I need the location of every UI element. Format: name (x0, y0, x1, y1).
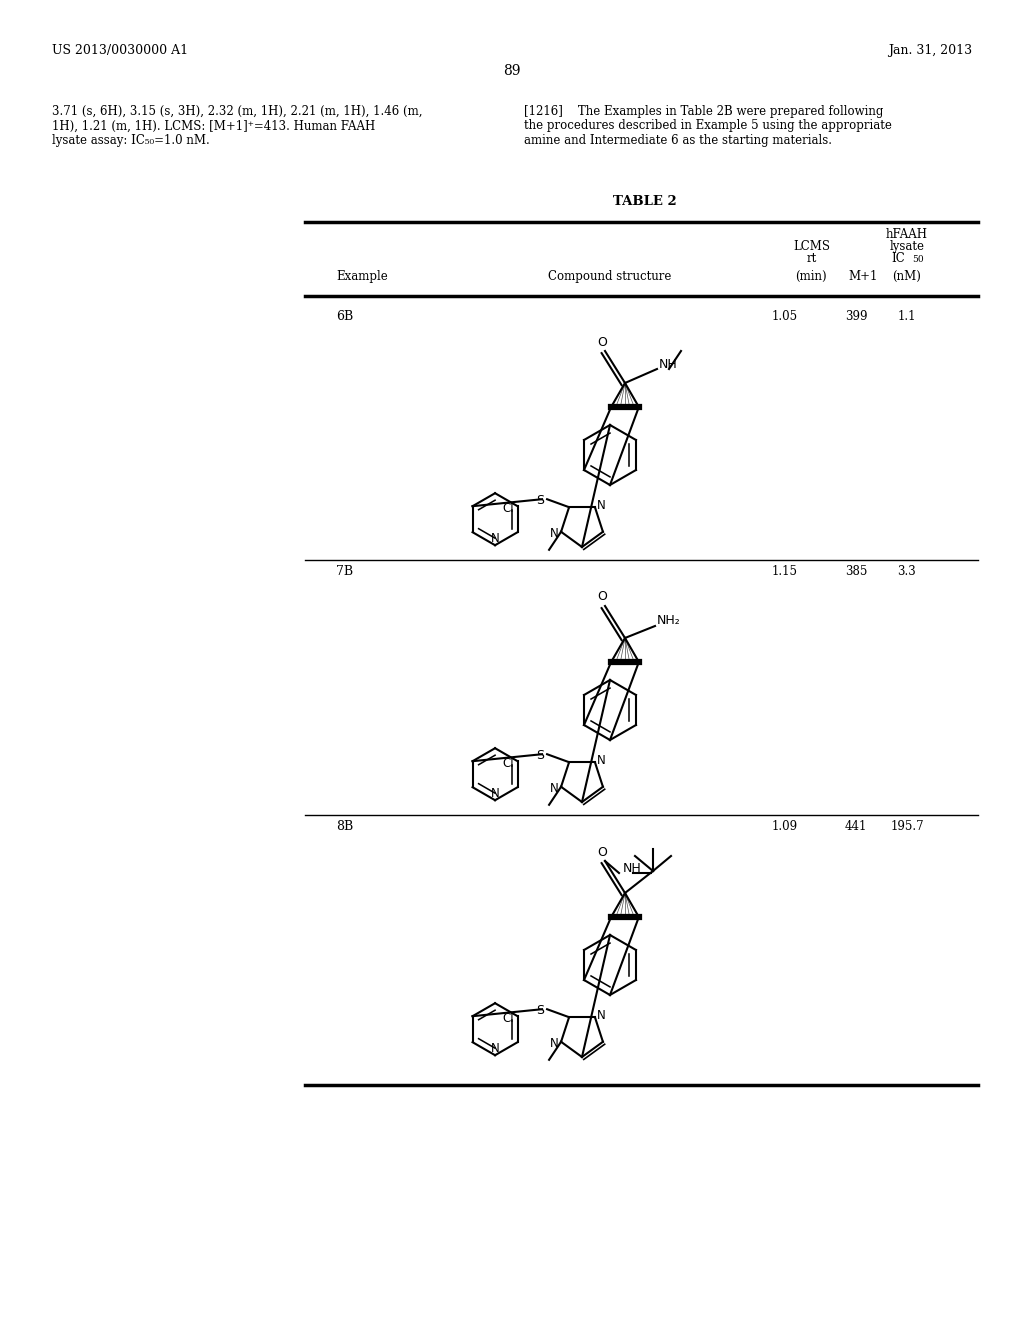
Text: O: O (597, 846, 607, 858)
Text: amine and Intermediate 6 as the starting materials.: amine and Intermediate 6 as the starting… (524, 135, 831, 147)
Text: hFAAH: hFAAH (886, 228, 928, 242)
Text: (nM): (nM) (893, 271, 922, 282)
Text: O: O (597, 335, 607, 348)
Text: N: N (550, 527, 559, 540)
Text: N: N (550, 783, 559, 795)
Text: 50: 50 (912, 255, 924, 264)
Text: NH: NH (623, 862, 642, 875)
Text: S: S (537, 748, 544, 762)
Text: S: S (537, 1003, 544, 1016)
Text: 8B: 8B (336, 820, 353, 833)
Text: 399: 399 (845, 310, 867, 323)
Text: Compound structure: Compound structure (548, 271, 672, 282)
Text: 1.09: 1.09 (772, 820, 798, 833)
Text: LCMS: LCMS (794, 240, 830, 253)
Text: NH: NH (659, 358, 678, 371)
Text: Example: Example (336, 271, 388, 282)
Text: N: N (597, 1008, 605, 1022)
Text: US 2013/0030000 A1: US 2013/0030000 A1 (52, 44, 188, 57)
Text: rt: rt (807, 252, 817, 265)
Text: N: N (597, 754, 605, 767)
Text: 385: 385 (845, 565, 867, 578)
Text: 1.15: 1.15 (772, 565, 798, 578)
Text: 3.71 (s, 6H), 3.15 (s, 3H), 2.32 (m, 1H), 2.21 (m, 1H), 1.46 (m,: 3.71 (s, 6H), 3.15 (s, 3H), 2.32 (m, 1H)… (52, 106, 423, 117)
Text: the procedures described in Example 5 using the appropriate: the procedures described in Example 5 us… (524, 120, 892, 132)
Text: 7B: 7B (336, 565, 353, 578)
Text: Cl: Cl (502, 756, 514, 770)
Text: Cl: Cl (502, 502, 514, 515)
Text: N: N (597, 499, 605, 512)
Text: 3.3: 3.3 (898, 565, 916, 578)
Text: N: N (550, 1038, 559, 1051)
Text: (min): (min) (795, 271, 826, 282)
Text: lysate: lysate (890, 240, 925, 253)
Text: lysate assay: IC₅₀=1.0 nM.: lysate assay: IC₅₀=1.0 nM. (52, 135, 210, 147)
Text: O: O (597, 590, 607, 603)
Text: 89: 89 (503, 63, 521, 78)
Text: 195.7: 195.7 (890, 820, 924, 833)
Text: M+1: M+1 (848, 271, 878, 282)
Text: N: N (490, 532, 500, 545)
Text: IC: IC (891, 252, 905, 265)
Text: Jan. 31, 2013: Jan. 31, 2013 (888, 44, 972, 57)
Text: 441: 441 (845, 820, 867, 833)
Text: N: N (490, 1041, 500, 1055)
Text: 1.1: 1.1 (898, 310, 916, 323)
Text: 1H), 1.21 (m, 1H). LCMS: [M+1]⁺=413. Human FAAH: 1H), 1.21 (m, 1H). LCMS: [M+1]⁺=413. Hum… (52, 120, 375, 132)
Text: [1216]    The Examples in Table 2B were prepared following: [1216] The Examples in Table 2B were pre… (524, 106, 884, 117)
Text: 6B: 6B (336, 310, 353, 323)
Text: NH₂: NH₂ (657, 615, 681, 627)
Text: Cl: Cl (502, 1011, 514, 1024)
Text: TABLE 2: TABLE 2 (613, 195, 677, 209)
Text: 1.05: 1.05 (772, 310, 798, 323)
Text: S: S (537, 494, 544, 507)
Text: N: N (490, 787, 500, 800)
